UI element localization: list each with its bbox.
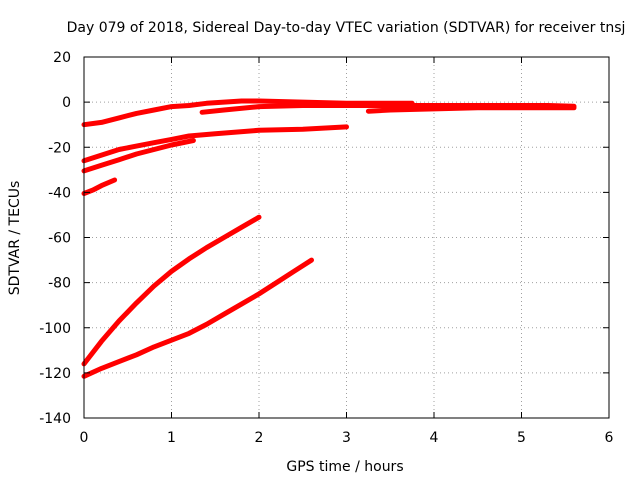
y-tick-label-6: -20 xyxy=(48,140,71,156)
y-tick-label-5: -40 xyxy=(48,185,71,201)
series-line-0 xyxy=(81,98,415,128)
x-tick-label-4: 4 xyxy=(430,430,439,446)
y-tick-label-1: -120 xyxy=(39,366,71,382)
series-line-4 xyxy=(81,138,196,174)
y-tick-label-8: 20 xyxy=(53,50,71,66)
x-tick-label-3: 3 xyxy=(342,430,351,446)
series-line-7 xyxy=(81,257,314,379)
y-tick-label-7: 0 xyxy=(62,95,71,111)
y-tick-label-4: -60 xyxy=(48,231,71,247)
series-layer xyxy=(81,98,577,379)
y-tick-label-3: -80 xyxy=(48,276,71,292)
series-line-2 xyxy=(365,105,577,114)
y-tick-label-2: -100 xyxy=(39,321,71,337)
y-axis-title: SDTVAR / TECUs xyxy=(7,181,23,296)
series-line-3 xyxy=(81,124,349,164)
y-tick-label-0: -140 xyxy=(39,411,71,427)
series-line-6 xyxy=(81,214,262,367)
series-line-5 xyxy=(81,177,118,196)
tick-labels: 0 1 2 3 4 5 6 -140 -120 -100 -80 -60 -40 -20 0 20 xyxy=(39,50,613,446)
ticks xyxy=(83,56,610,419)
grid xyxy=(84,57,609,418)
x-tick-label-0: 0 xyxy=(80,430,89,446)
x-tick-label-6: 6 xyxy=(605,430,614,446)
x-tick-label-5: 5 xyxy=(517,430,526,446)
x-axis-title: GPS time / hours xyxy=(286,459,403,475)
x-tick-label-1: 1 xyxy=(167,430,176,446)
chart-title: Day 079 of 2018, Sidereal Day-to-day VTE… xyxy=(67,20,626,36)
x-tick-label-2: 2 xyxy=(255,430,264,446)
